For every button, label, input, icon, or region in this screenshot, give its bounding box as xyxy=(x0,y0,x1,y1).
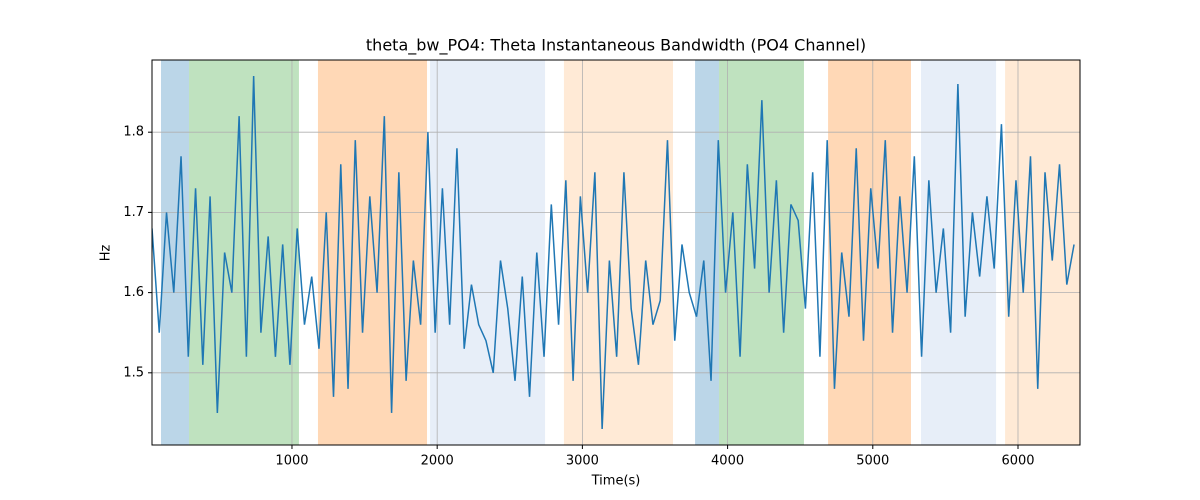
shaded-span xyxy=(317,60,428,445)
x-tick-label: 1000 xyxy=(275,454,308,469)
chart-title: theta_bw_PO4: Theta Instantaneous Bandwi… xyxy=(366,36,866,56)
y-tick-label: 1.8 xyxy=(123,125,144,140)
x-tick-label: 4000 xyxy=(711,454,744,469)
plot-frame xyxy=(151,59,1081,446)
shaded-span xyxy=(430,60,546,445)
shaded-span xyxy=(695,60,720,445)
y-tick-label: 1.7 xyxy=(123,205,144,220)
x-tick-label: 3000 xyxy=(566,454,599,469)
y-axis-label: Hz xyxy=(99,245,114,262)
y-tick-label: 1.6 xyxy=(123,285,144,300)
x-axis-label: Time(s) xyxy=(591,474,641,489)
x-tick-label: 5000 xyxy=(856,454,889,469)
y-tick-label: 1.5 xyxy=(123,365,144,380)
x-tick-label: 6000 xyxy=(1001,454,1034,469)
x-tick-label: 2000 xyxy=(421,454,454,469)
data-line xyxy=(152,76,1075,429)
shaded-span xyxy=(828,60,911,445)
shaded-span xyxy=(563,60,673,445)
